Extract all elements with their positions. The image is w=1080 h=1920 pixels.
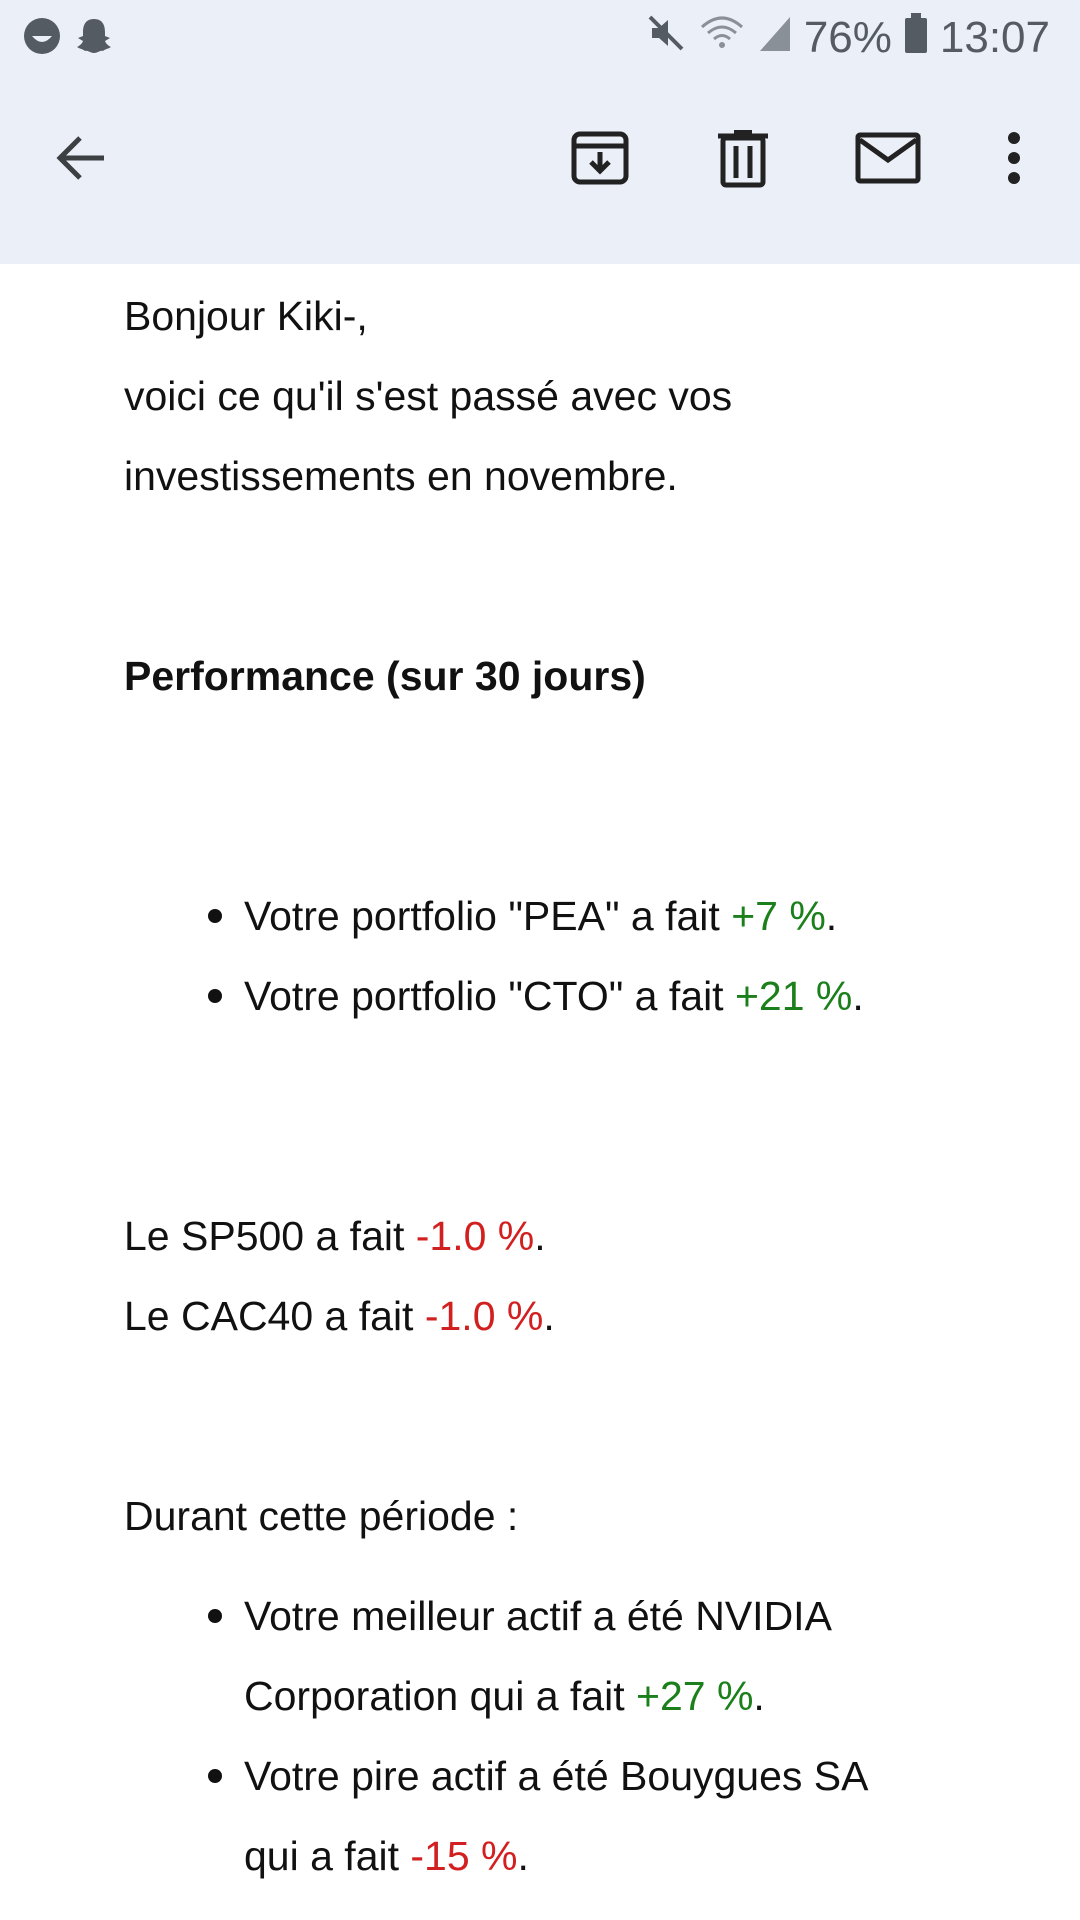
highlights-list: Votre meilleur actif a été NVIDIA Corpora… [124, 1576, 1024, 1896]
signal-icon [758, 13, 792, 64]
mute-icon [646, 13, 686, 64]
snapchat-ghost-icon [74, 16, 114, 61]
archive-icon [570, 128, 630, 193]
wifi-icon [698, 13, 746, 64]
portfolio-pea-text: Votre portfolio "PEA" a fait [244, 893, 732, 939]
battery-percent: 76% [803, 13, 892, 62]
toolbar [0, 110, 1080, 220]
portfolio-pea-item: Votre portfolio "PEA" a fait +7 %. [208, 876, 1024, 956]
back-arrow-icon [54, 130, 110, 191]
period-heading: Durant cette période : [124, 1493, 519, 1539]
clock: 13:07 [939, 13, 1050, 62]
greeting: Bonjour Kiki-, [124, 293, 368, 339]
delete-button[interactable] [693, 110, 793, 210]
app-header: 76% 13:07 [0, 0, 1080, 264]
archive-button[interactable] [550, 110, 650, 210]
intro-line-1: voici ce qu'il s'est passé avec vos [124, 373, 733, 419]
portfolio-list: Votre portfolio "PEA" a fait +7 %. Votre… [124, 876, 1024, 1036]
sp500-line: Le SP500 a fait -1.0 %. [124, 1213, 546, 1259]
status-right: 76% 13:07 [646, 8, 1050, 68]
cac40-line: Le CAC40 a fait -1.0 %. [124, 1293, 555, 1339]
more-vert-icon [1004, 130, 1024, 191]
worst-asset-value: -15 % [410, 1833, 518, 1879]
battery-icon [904, 12, 928, 65]
back-button[interactable] [32, 110, 132, 210]
intro-line-2: investissements en novembre. [124, 453, 678, 499]
status-left-icons [22, 16, 114, 61]
performance-heading: Performance (sur 30 jours) [124, 653, 646, 699]
best-asset-value: +27 % [636, 1673, 754, 1719]
cac40-value: -1.0 % [424, 1293, 544, 1339]
more-options-button[interactable] [964, 110, 1064, 210]
sp500-value: -1.0 % [415, 1213, 535, 1259]
mail-icon [855, 132, 921, 189]
smiley-icon [22, 16, 62, 61]
worst-asset-item: Votre pire actif a été Bouygues SA qui a … [208, 1736, 1024, 1896]
best-asset-item: Votre meilleur actif a été NVIDIA Corpora… [208, 1576, 1024, 1736]
portfolio-cto-value: +21 % [734, 973, 853, 1019]
portfolio-cto-text: Votre portfolio "CTO" a fait [244, 973, 735, 1019]
mark-unread-button[interactable] [838, 110, 938, 210]
portfolio-cto-item: Votre portfolio "CTO" a fait +21 %. [208, 956, 1024, 1036]
status-bar: 76% 13:07 [0, 0, 1080, 74]
portfolio-pea-value: +7 % [731, 893, 826, 939]
email-body: Bonjour Kiki-, voici ce qu'il s'est pass… [124, 276, 1024, 1896]
trash-icon [716, 128, 770, 193]
